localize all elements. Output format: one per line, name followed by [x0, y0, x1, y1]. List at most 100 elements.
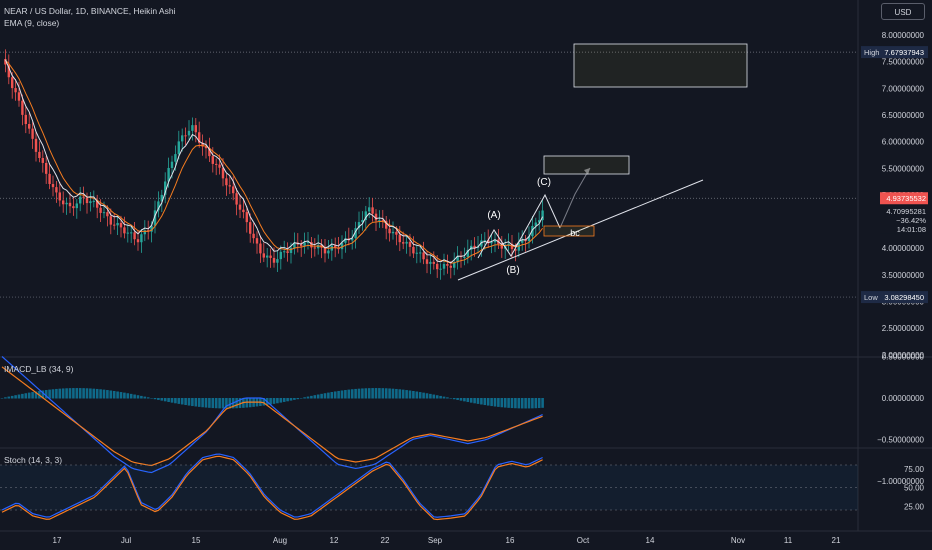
macd-bar	[235, 398, 238, 409]
macd-bar	[197, 398, 201, 407]
candle-body	[24, 114, 27, 124]
candle-body	[378, 219, 381, 221]
macd-bar	[435, 395, 439, 399]
macd-bar	[218, 398, 221, 409]
macd-bar	[401, 389, 405, 399]
high-badge-bg	[861, 46, 928, 59]
macd-bar	[337, 390, 340, 399]
candle-body	[31, 128, 34, 139]
candle-body	[334, 245, 337, 248]
macd-tick-label: −1.00000000	[877, 477, 924, 486]
macd-bar	[446, 397, 449, 399]
macd-bar	[439, 395, 442, 399]
macd-bar	[211, 398, 215, 409]
candle-body	[354, 228, 357, 239]
candle-body	[167, 167, 170, 182]
candle-body	[289, 247, 293, 253]
candle-body	[405, 241, 408, 244]
candle-body	[106, 212, 109, 217]
macd-bar	[537, 398, 541, 409]
macd-bar	[225, 398, 228, 409]
macd-bar	[126, 393, 130, 399]
macd-bar	[51, 389, 55, 399]
macd-bar	[17, 394, 21, 399]
ema-legend[interactable]: EMA (9, close)	[4, 18, 60, 28]
candle-body	[215, 163, 218, 165]
candle-body	[218, 164, 221, 168]
macd-bar	[262, 398, 266, 406]
macd-bar	[136, 395, 140, 399]
macd-bar	[429, 393, 432, 399]
candle-body	[160, 194, 163, 202]
macd-bar	[102, 389, 106, 399]
candle-body	[140, 234, 143, 243]
candle-body	[85, 197, 89, 204]
wave-path	[477, 193, 561, 259]
candle-body	[119, 222, 123, 228]
candle-body	[7, 64, 10, 78]
candle-body	[14, 88, 17, 93]
candle-body	[517, 242, 520, 251]
macd-bar	[61, 388, 65, 399]
macd-bar	[320, 393, 323, 399]
candle-body	[68, 202, 72, 207]
candle-body	[483, 240, 486, 242]
candle-body	[235, 193, 238, 205]
macd-bar	[31, 392, 34, 399]
last-price-value: 4.93735532	[886, 194, 926, 203]
price-line	[4, 59, 544, 264]
candle-body	[429, 261, 432, 264]
candle-body	[269, 255, 272, 258]
macd-bar	[109, 390, 113, 399]
macd-bar	[140, 395, 143, 399]
macd-bar	[330, 392, 334, 399]
macd-bar	[296, 398, 300, 400]
macd-bar	[350, 389, 354, 399]
price-tick-label: 5.50000000	[882, 164, 925, 173]
macd-bar	[459, 398, 463, 401]
candle-body	[306, 242, 310, 244]
candle-body	[245, 212, 248, 223]
candle-body	[150, 225, 153, 232]
candle-body	[21, 100, 24, 115]
candle-body	[198, 132, 201, 143]
candle-body	[28, 123, 31, 129]
macd-legend[interactable]: IMACD_LB (34, 9)	[4, 364, 74, 374]
candle-body	[238, 204, 242, 210]
macd-bar	[418, 392, 422, 399]
macd-bar	[333, 391, 337, 399]
candle-body	[327, 250, 330, 254]
macd-bar	[75, 388, 79, 399]
stoch-legend[interactable]: Stoch (14, 3, 3)	[4, 455, 63, 465]
candle-body	[51, 183, 55, 188]
candle-body	[317, 244, 320, 249]
macd-bar	[143, 396, 147, 399]
candle-body	[136, 239, 140, 243]
candle-body	[524, 239, 527, 242]
candle-body	[371, 207, 374, 214]
projection-arrowhead	[584, 168, 590, 175]
macd-bar	[327, 392, 330, 399]
candle-body	[531, 225, 534, 237]
candle-body	[123, 227, 126, 234]
candle-body	[436, 263, 439, 270]
currency-button[interactable]: USD	[881, 3, 925, 20]
macd-bar	[65, 388, 68, 399]
macd-bar	[204, 398, 208, 408]
price-tick-label: 6.00000000	[882, 138, 925, 147]
symbol-legend[interactable]: NEAR / US Dollar, 1D, BINANCE, Heikin As…	[4, 6, 176, 16]
candle-body	[313, 247, 316, 249]
candle-body	[262, 253, 265, 258]
candle-body	[293, 242, 296, 248]
candle-body	[38, 151, 41, 158]
candle-body	[446, 264, 449, 266]
macd-bar	[150, 398, 153, 399]
macd-bar	[367, 388, 371, 399]
time-axis-label: Jul	[121, 536, 131, 545]
macd-bar	[157, 398, 160, 400]
last-price-badge	[880, 192, 928, 205]
candle-body	[82, 196, 85, 198]
macd-tick-label: −0.50000000	[877, 436, 924, 445]
macd-bar	[44, 390, 48, 399]
